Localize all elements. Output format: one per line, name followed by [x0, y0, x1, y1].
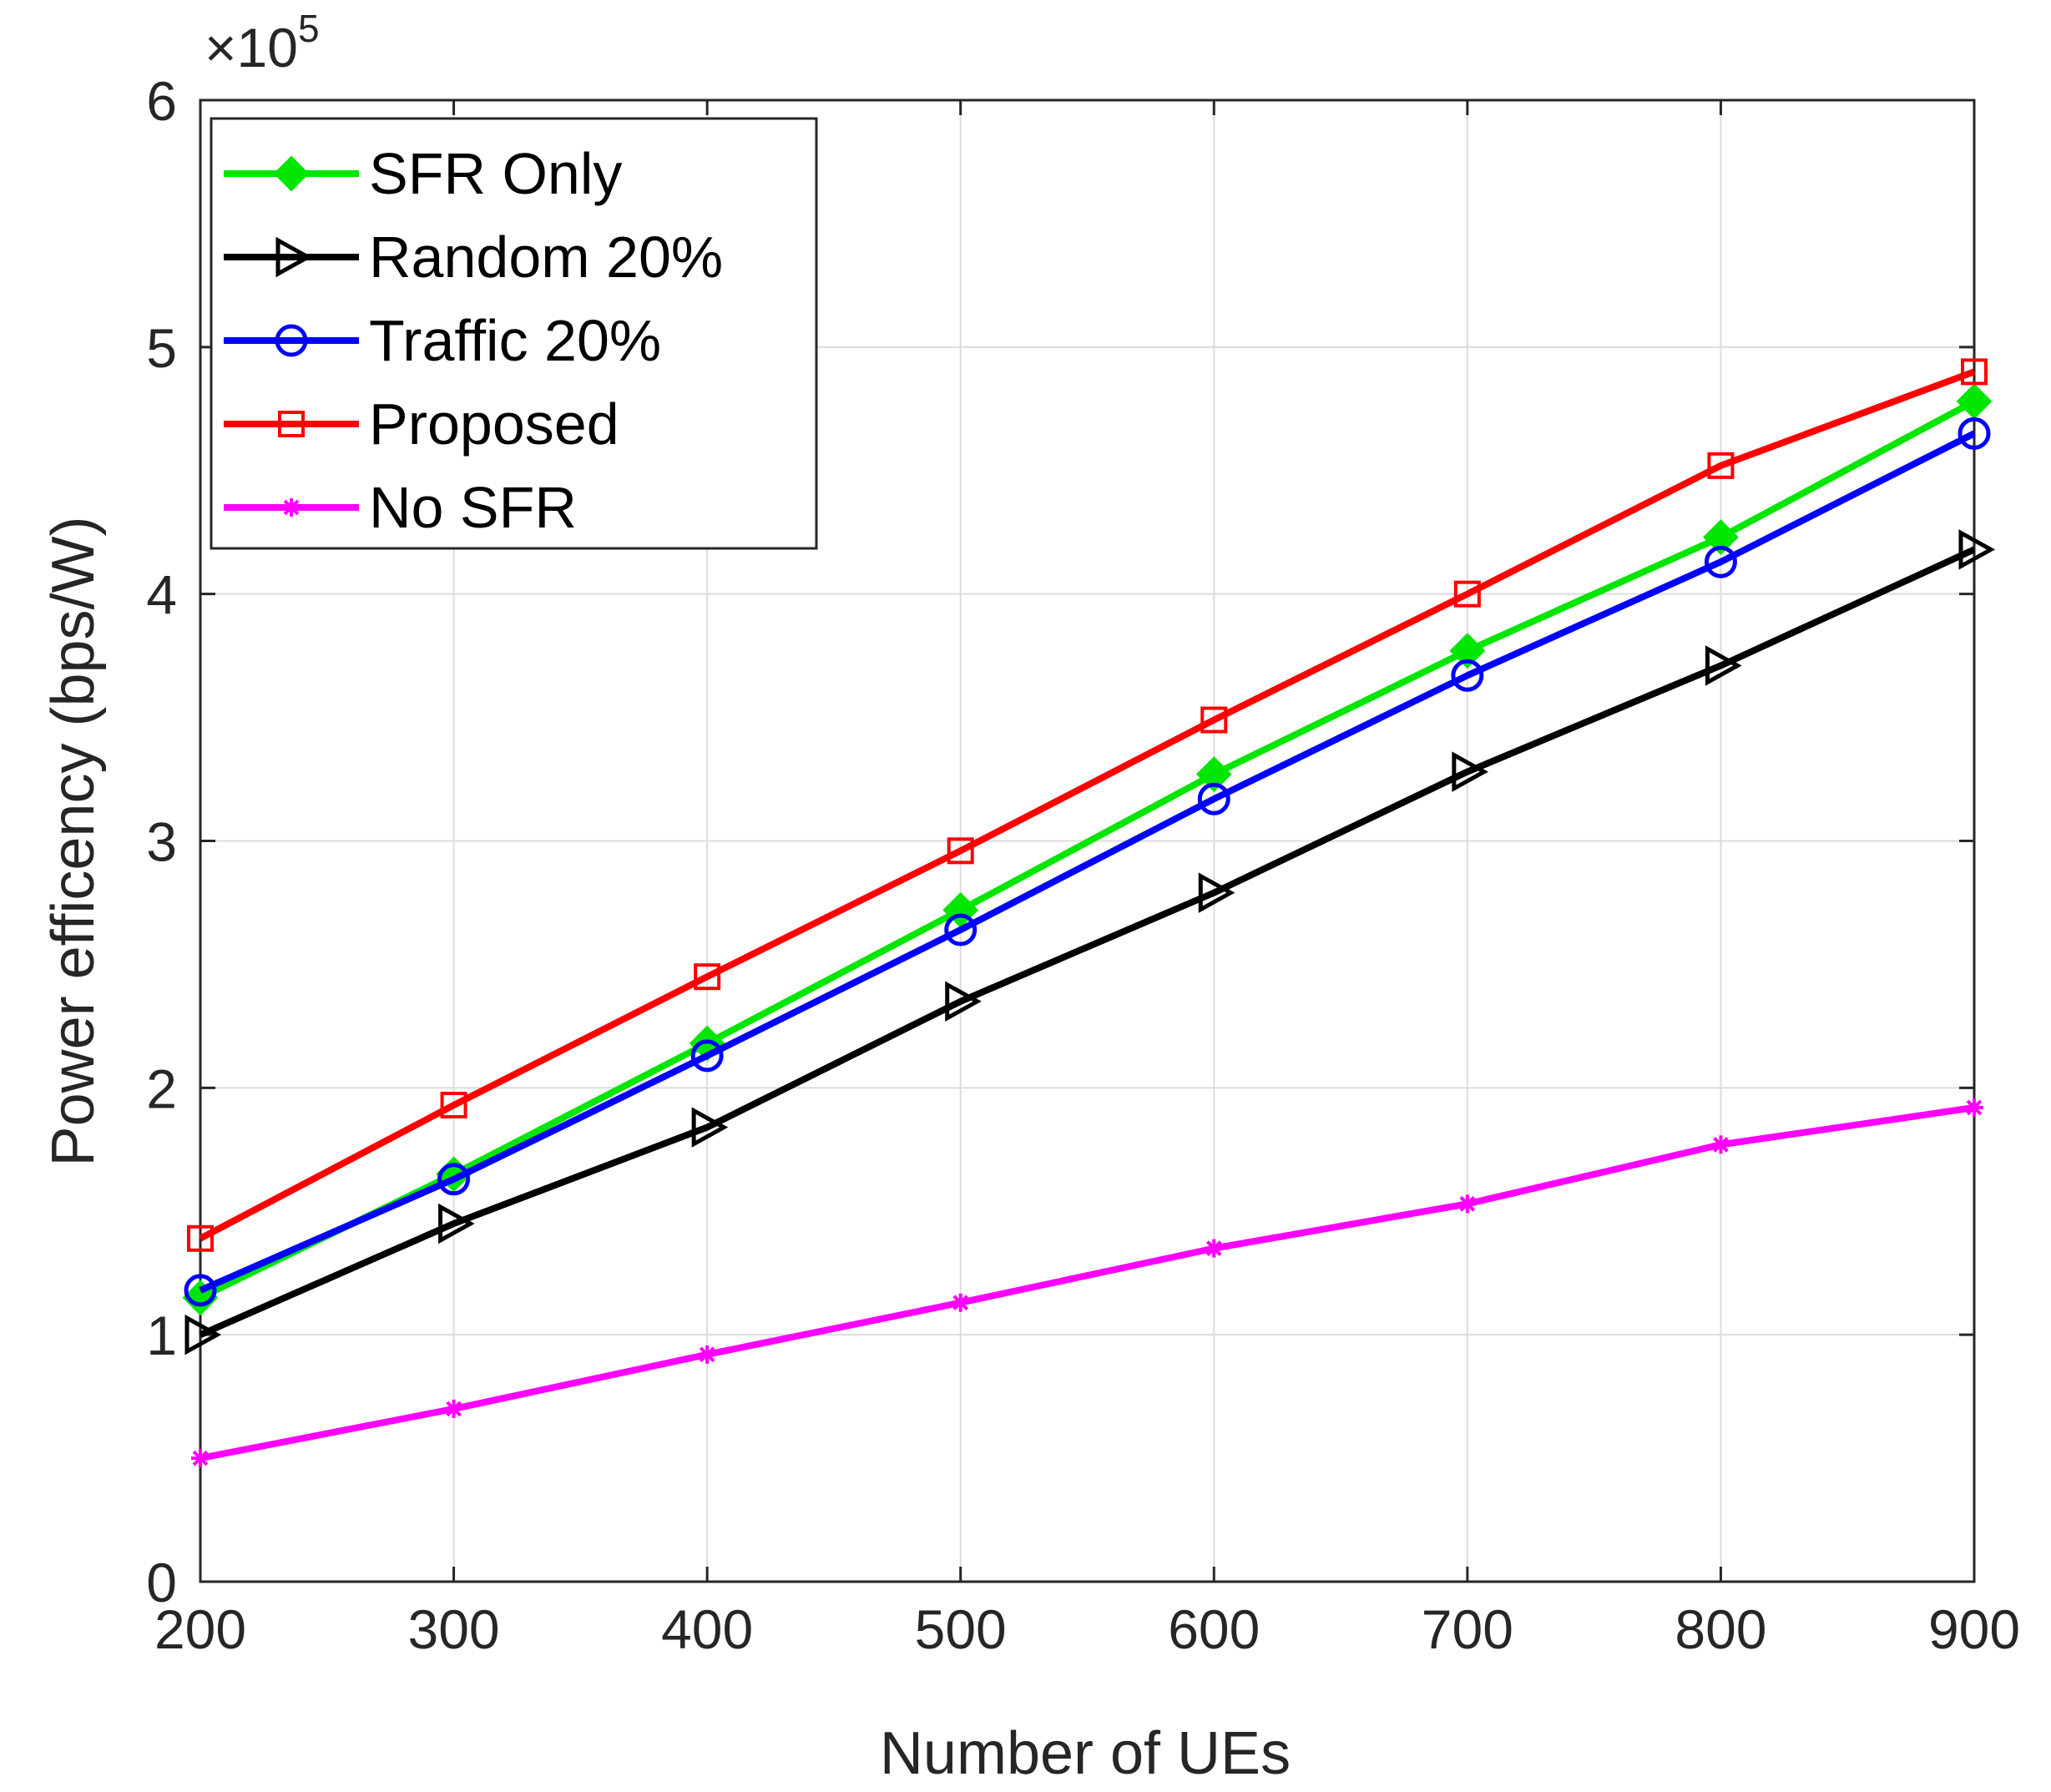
data-point-traffic-20	[1197, 782, 1230, 815]
data-point-no-sfr	[191, 1449, 210, 1468]
data-point-proposed	[1200, 706, 1228, 734]
x-axis-label: Number of UEs	[880, 1720, 1291, 1787]
series-line-no-sfr	[200, 1104, 1975, 1462]
y-tick-label: 5	[146, 317, 177, 379]
y-exponent-times: ×	[205, 17, 237, 78]
series-line-sfr-only	[199, 398, 1976, 1301]
data-point-no-sfr	[1205, 1239, 1224, 1258]
data-point-sfr-only	[1195, 756, 1232, 793]
series-line-traffic-20	[199, 430, 1976, 1294]
legend-item-no-sfr: No SFR	[224, 475, 577, 540]
legend-marker-traffic-20	[275, 324, 308, 357]
data-point-no-sfr	[1711, 1135, 1730, 1154]
data-point-random-20	[691, 1107, 729, 1148]
data-point-proposed	[1453, 580, 1481, 608]
data-point-traffic-20	[1451, 659, 1484, 692]
data-point-random-20	[1705, 645, 1742, 686]
data-point-no-sfr	[444, 1399, 463, 1418]
y-tick-label: 2	[146, 1058, 177, 1119]
x-tick-label: 900	[1928, 1598, 2020, 1660]
data-point-no-sfr	[1965, 1098, 1983, 1117]
data-point-proposed	[694, 963, 721, 991]
data-point-sfr-only	[1449, 633, 1486, 669]
data-point-random-20	[438, 1203, 475, 1244]
data-point-traffic-20	[437, 1163, 471, 1196]
legend-marker-sfr-only	[273, 155, 310, 192]
axis-ticks: 200 300 400 500 600 700 800 900 0 1 2 3 4 5 6	[146, 70, 2020, 1660]
x-tick-label: 300	[408, 1598, 500, 1660]
series-line-random-20	[199, 546, 1976, 1338]
series-proposed	[187, 358, 1988, 1252]
y-tick-label: 3	[146, 811, 177, 873]
data-point-traffic-20	[690, 1039, 724, 1073]
legend-label-sfr-only: SFR Only	[369, 141, 622, 206]
legend-item-proposed: Proposed	[224, 391, 619, 457]
data-point-proposed	[947, 837, 974, 865]
legend-item-sfr-only: SFR Only	[224, 141, 622, 206]
legend-label-traffic-20: Traffic 20%	[369, 308, 661, 373]
y-tick-label: 4	[146, 564, 177, 626]
x-tick-label: 700	[1422, 1598, 1513, 1660]
y-exponent-power: 5	[298, 7, 320, 50]
x-tick-label: 200	[154, 1598, 246, 1660]
data-point-proposed	[1707, 452, 1735, 479]
data-point-traffic-20	[1958, 416, 1991, 450]
y-exponent: ×105	[205, 7, 320, 78]
y-tick-label: 0	[146, 1552, 177, 1613]
data-point-proposed	[187, 1224, 214, 1252]
series-line-proposed	[199, 368, 1976, 1242]
legend-label-no-sfr: No SFR	[369, 475, 577, 540]
data-point-no-sfr	[1457, 1194, 1477, 1214]
legend-item-random-20: Random 20%	[224, 225, 723, 290]
legend-marker-random-20	[275, 236, 313, 278]
data-point-random-20	[1198, 872, 1235, 913]
legend-box	[210, 117, 818, 550]
series-no-sfr	[191, 1098, 1983, 1468]
series-random-20	[184, 529, 1996, 1355]
legend-marker-no-sfr	[282, 498, 301, 517]
data-point-random-20	[945, 981, 982, 1022]
series-lines	[182, 358, 1996, 1468]
data-point-proposed	[440, 1092, 467, 1119]
x-tick-label: 500	[915, 1598, 1007, 1660]
y-tick-label: 1	[146, 1305, 177, 1366]
data-point-random-20	[184, 1314, 222, 1355]
data-point-traffic-20	[1704, 545, 1737, 578]
data-point-no-sfr	[951, 1293, 970, 1312]
legend-item-traffic-20: Traffic 20%	[224, 308, 661, 373]
legend-label-proposed: Proposed	[369, 391, 619, 457]
y-exponent-base: 10	[237, 17, 298, 78]
y-tick-label: 6	[146, 70, 177, 132]
legend-label-random-20: Random 20%	[369, 225, 723, 290]
data-point-sfr-only	[1703, 519, 1739, 556]
y-axis-label: Power efficency (bps/W)	[40, 517, 107, 1167]
data-point-no-sfr	[698, 1345, 717, 1364]
data-point-proposed	[1961, 358, 1988, 386]
data-point-traffic-20	[184, 1274, 217, 1307]
data-point-traffic-20	[944, 913, 978, 946]
x-tick-label: 800	[1675, 1598, 1766, 1660]
x-tick-label: 600	[1168, 1598, 1260, 1660]
series-traffic-20	[184, 416, 1991, 1307]
data-point-random-20	[1452, 751, 1489, 792]
data-point-random-20	[1958, 529, 1996, 570]
legend: SFR Only Random 20% Traffic 20% Proposed No …	[210, 117, 818, 550]
legend-marker-proposed	[278, 411, 305, 437]
x-tick-label: 400	[661, 1598, 753, 1660]
grid	[200, 100, 1974, 1582]
